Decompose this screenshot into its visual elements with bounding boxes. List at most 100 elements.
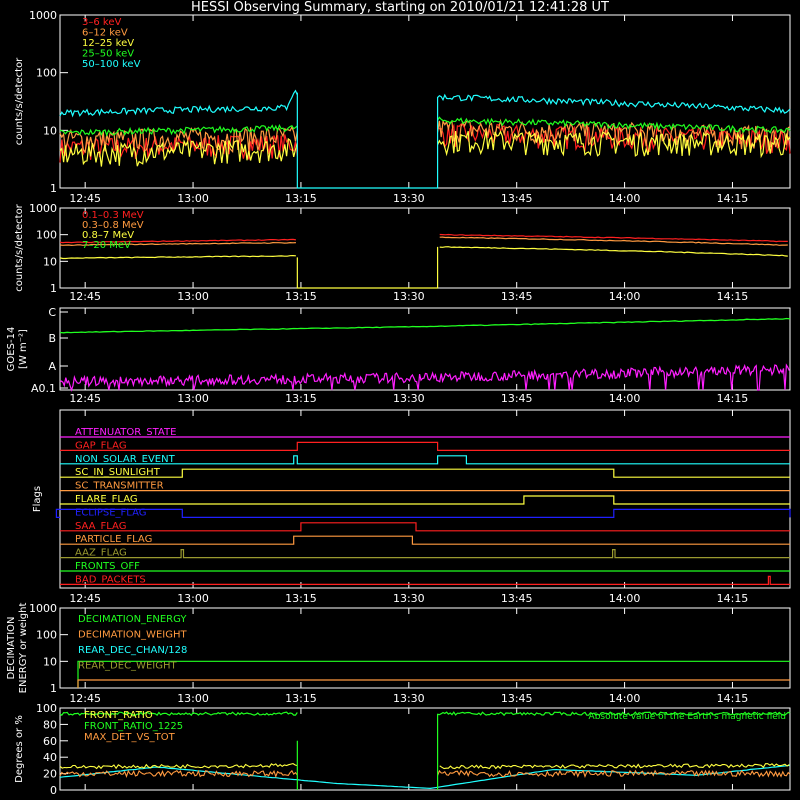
y-tick-label: 80 xyxy=(43,718,57,731)
front-ratio-line xyxy=(59,711,791,717)
x-tick-label: 14:15 xyxy=(717,192,749,205)
x-tick-label: 14:00 xyxy=(609,392,641,405)
decimation-line-0 xyxy=(77,660,790,688)
x-tick-label: 13:45 xyxy=(501,592,533,605)
x-tick-label: 14:15 xyxy=(717,592,749,605)
panel-frame-2 xyxy=(59,307,791,391)
x-tick-label: 14:15 xyxy=(717,290,749,303)
legend-entry-1-2: 0.8–7 MeV xyxy=(82,230,134,241)
x-tick-label: 12:45 xyxy=(69,192,101,205)
y-tick-label: 1000 xyxy=(29,9,57,22)
y-axis-label-1: counts/s/detector xyxy=(14,203,25,291)
bfield-line xyxy=(59,764,791,790)
legend-entry-4-3: REAR_DEC_WEIGHT xyxy=(78,661,177,672)
y-axis-label-0: counts/s/detector xyxy=(14,57,25,145)
x-tick-label: 12:45 xyxy=(69,692,101,705)
goes-long-line xyxy=(59,317,791,334)
legend-entry-5-1: FRONT_RATIO_1225 xyxy=(84,721,183,732)
flag-label-5: FLARE_FLAG xyxy=(75,494,138,505)
legend-entry-1-3: 7–20 MeV xyxy=(82,240,131,251)
legend-entry-4-2: REAR_DEC_CHAN/128 xyxy=(78,645,187,656)
x-tick-label: 14:00 xyxy=(609,192,641,205)
y-tick-label: 100 xyxy=(36,229,57,242)
y-tick-label: 10 xyxy=(43,255,57,268)
legend-entry-0-0: 3–6 keV xyxy=(82,17,121,28)
x-tick-label: 13:45 xyxy=(501,692,533,705)
x-tick-label: 14:15 xyxy=(717,692,749,705)
legend-entry-4-0: DECIMATION_ENERGY xyxy=(78,614,187,625)
y-tick-label: 1 xyxy=(50,182,57,195)
x-tick-label: 12:45 xyxy=(69,392,101,405)
y-axis-label-2: GOES-14 xyxy=(6,327,17,372)
flag-line-11 xyxy=(60,575,790,585)
flag-line-2 xyxy=(60,455,790,465)
legend-entry-0-3: 25–50 keV xyxy=(82,49,134,60)
x-tick-label: 13:30 xyxy=(393,192,425,205)
y-tick-label: 1000 xyxy=(29,202,57,215)
y-axis-label-5: Degrees or % xyxy=(14,715,25,783)
x-tick-label: 13:00 xyxy=(177,592,209,605)
legend-entry-1-1: 0.3–0.8 MeV xyxy=(82,220,144,231)
legend-entry-0-4: 50–100 keV xyxy=(82,59,141,70)
bfield-annotation: Absolute value of the Earth's magnetic f… xyxy=(589,712,786,722)
x-tick-label: 13:30 xyxy=(393,392,425,405)
x-tick-label: 13:30 xyxy=(393,692,425,705)
legend-entry-1-0: 0.1–0.3 MeV xyxy=(82,210,144,221)
x-tick-label: 13:45 xyxy=(501,192,533,205)
decimation-line-1 xyxy=(77,679,790,688)
front-ratio-1225-line xyxy=(59,763,790,770)
flag-label-7: SAA_FLAG xyxy=(75,521,126,532)
goes-short-line xyxy=(59,363,790,392)
y-axis-label-2: [W m⁻²] xyxy=(18,329,29,369)
flag-label-2: NON_SOLAR_EVENT xyxy=(75,454,176,465)
flag-label-1: GAP_FLAG xyxy=(75,440,127,451)
y-tick-label: B xyxy=(48,332,56,345)
y-tick-label: C xyxy=(48,306,56,319)
flag-label-4: SC_TRANSMITTER xyxy=(75,481,164,492)
flag-label-9: AAZ_FLAG xyxy=(75,548,127,559)
x-tick-label: 13:15 xyxy=(285,592,317,605)
x-tick-label: 13:45 xyxy=(501,290,533,303)
chart-title: HESSI Observing Summary, starting on 201… xyxy=(191,0,609,15)
flag-line-1 xyxy=(60,441,790,451)
y-tick-label: 100 xyxy=(36,702,57,715)
x-tick-label: 13:15 xyxy=(285,392,317,405)
x-tick-label: 14:00 xyxy=(609,692,641,705)
series-line-1-1 xyxy=(59,236,788,247)
panel-frame-1 xyxy=(59,207,791,289)
y-tick-label: A0.1 xyxy=(31,382,56,395)
panel-frame-4 xyxy=(59,607,791,689)
y-tick-label: 100 xyxy=(36,67,57,80)
series-line-0-2 xyxy=(59,130,791,167)
x-tick-label: 13:30 xyxy=(393,290,425,303)
flag-label-3: SC_IN_SUNLIGHT xyxy=(75,467,161,478)
y-tick-label: 10 xyxy=(43,655,57,668)
x-tick-label: 13:15 xyxy=(285,192,317,205)
series-line-0-3 xyxy=(59,116,791,138)
y-tick-label: A xyxy=(48,360,56,373)
series-line-1-2 xyxy=(59,246,788,260)
panel-frame-5 xyxy=(59,707,791,791)
x-tick-label: 12:45 xyxy=(69,592,101,605)
gap-edges-6 xyxy=(296,713,439,790)
flag-label-0: ATTENUATOR_STATE xyxy=(75,427,176,438)
legend-entry-5-2: MAX_DET_VS_TOT xyxy=(84,732,176,743)
y-tick-label: 100 xyxy=(36,629,57,642)
y-tick-label: 1 xyxy=(50,282,57,295)
legend-entry-0-1: 6–12 keV xyxy=(82,28,128,39)
y-tick-label: 60 xyxy=(43,735,57,748)
x-tick-label: 13:30 xyxy=(393,592,425,605)
x-tick-label: 13:00 xyxy=(177,192,209,205)
flag-line-9 xyxy=(60,549,790,559)
gap-line xyxy=(296,92,439,189)
x-tick-label: 14:15 xyxy=(717,392,749,405)
gap-line-2 xyxy=(296,246,439,289)
flag-label-6: ECLIPSE_FLAG xyxy=(75,507,146,518)
y-tick-label: 1000 xyxy=(29,602,57,615)
flag-line-7 xyxy=(60,522,790,532)
y-axis-label-4: DECIMATION xyxy=(6,616,17,679)
panel-frame-3 xyxy=(59,409,791,589)
flag-line-5 xyxy=(60,495,790,505)
x-tick-label: 13:15 xyxy=(285,692,317,705)
flag-line-8 xyxy=(60,535,790,545)
